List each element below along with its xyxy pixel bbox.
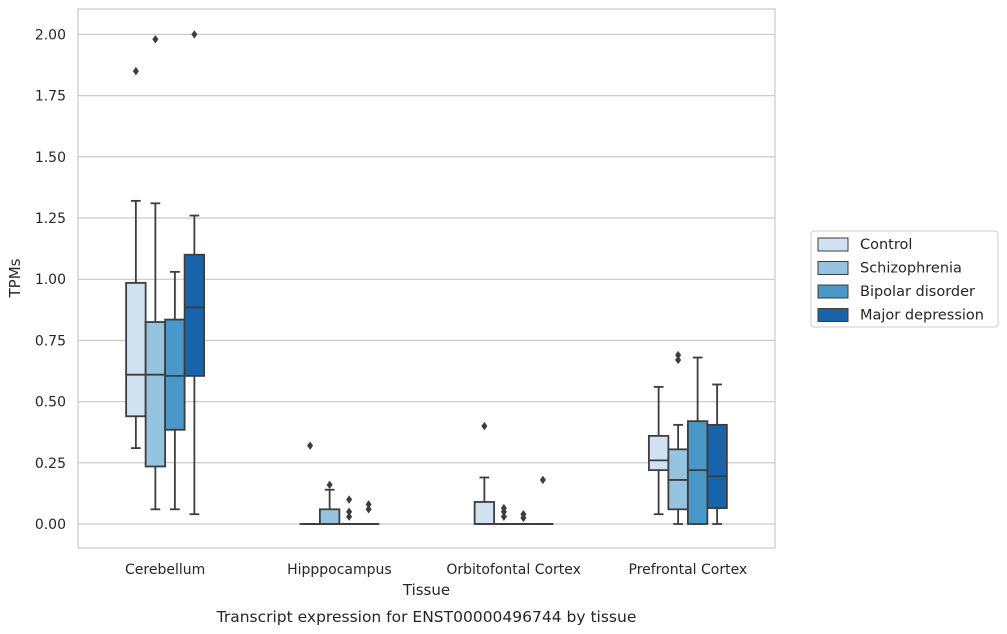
outlier-point <box>365 505 372 514</box>
y-tick-label: 1.50 <box>35 150 66 166</box>
plot-frame <box>77 8 776 549</box>
legend-items: Control Schizophrenia Bipolar disorder Majo… <box>817 237 984 324</box>
box-bipolar-disorder <box>686 356 709 525</box>
y-tick-label: 2.00 <box>35 27 66 43</box>
box-major-depression <box>706 383 728 525</box>
box-major-depression <box>532 475 554 525</box>
outlier-point <box>307 441 314 450</box>
boxes <box>125 30 728 525</box>
outlier-point <box>500 503 507 513</box>
legend-swatch <box>817 237 849 252</box>
legend-label: Schizophrenia <box>860 261 962 277</box>
box-iqr <box>164 318 186 431</box>
box-schizophrenia <box>318 480 341 525</box>
outlier-point <box>346 512 353 521</box>
x-tick-label: Orbitofontal Cortex <box>446 562 581 578</box>
outlier-point <box>539 475 546 485</box>
outlier-point <box>675 350 682 360</box>
y-tick-label: 1.25 <box>35 211 66 227</box>
box-iqr <box>686 420 709 525</box>
outlier-point <box>481 421 488 431</box>
y-tick-label: 1.75 <box>35 89 66 105</box>
y-tick-label: 0.00 <box>35 517 66 533</box>
box-iqr <box>318 508 341 525</box>
box-iqr <box>125 281 147 418</box>
outlier-point <box>346 495 353 504</box>
outlier-point <box>520 510 527 519</box>
box-control <box>473 421 496 525</box>
legend-swatch <box>817 308 849 322</box>
x-tick-labels: Cerebellum Hipppocampus Orbitofontal Corte… <box>125 562 747 578</box>
outlier-point <box>152 35 159 44</box>
legend-swatch <box>817 284 849 299</box>
box-control <box>647 386 670 516</box>
y-tick-label: 0.75 <box>35 333 66 349</box>
y-tick-label: 1.00 <box>35 272 66 288</box>
legend: Control Schizophrenia Bipolar disorder Majo… <box>810 230 999 328</box>
x-tick-label: Prefrontal Cortex <box>629 562 748 578</box>
box-major-depression <box>357 500 380 525</box>
x-axis-label: Tissue <box>402 581 450 599</box>
legend-label: Control <box>860 237 912 253</box>
box-schizophrenia <box>144 35 167 511</box>
x-tick-label: Cerebellum <box>125 562 205 578</box>
box-major-depression <box>183 30 206 516</box>
outlier-point <box>365 500 372 509</box>
box-iqr <box>706 423 728 509</box>
y-tick-labels: 0.00 0.25 0.50 0.75 1.00 1.25 1.50 1.75 2.00 <box>35 27 66 533</box>
legend-swatch <box>817 261 849 275</box>
box-schizophrenia <box>667 350 689 525</box>
chart-caption: Transcript expression for ENST0000049674… <box>216 608 637 626</box>
legend-label: Major depression <box>860 308 984 324</box>
box-iqr <box>473 501 496 525</box>
outlier-point <box>675 355 682 365</box>
outlier-point <box>326 480 333 490</box>
box-iqr <box>144 321 167 468</box>
box-iqr <box>183 253 206 377</box>
x-tick-label: Hipppocampus <box>287 562 392 578</box>
box-iqr <box>647 434 670 472</box>
y-axis-label: TPMs <box>6 258 24 298</box>
outlier-point <box>132 66 139 76</box>
legend-frame <box>810 230 999 328</box>
outlier-point <box>346 507 353 516</box>
y-tick-label: 0.50 <box>35 395 66 411</box>
outlier-point <box>191 30 198 39</box>
box-schizophrenia <box>493 503 515 525</box>
y-tick-label: 0.25 <box>35 456 66 472</box>
legend-label: Bipolar disorder <box>860 284 975 300</box>
outlier-point <box>500 512 507 521</box>
